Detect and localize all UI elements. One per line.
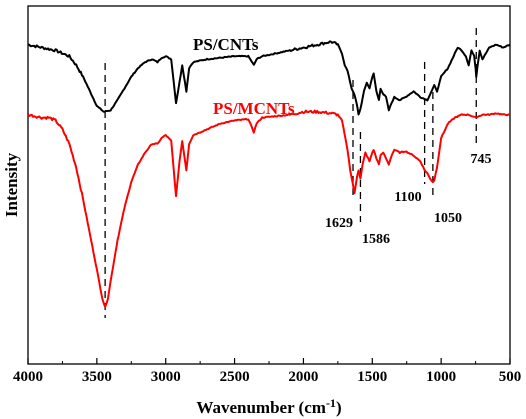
series-line-ps-cnts	[28, 40, 510, 116]
peak-label: 1100	[394, 190, 421, 205]
x-axis-title: Wavenumber (cm-1)	[196, 396, 341, 417]
peak-label: 1050	[434, 211, 462, 226]
x-axis-title-main: Wavenumber (cm	[196, 398, 326, 417]
x-tick-label: 1000	[426, 369, 456, 385]
x-tick-label: 2000	[288, 369, 318, 385]
plot-frame	[27, 5, 511, 365]
series-label: PS/MCNTs	[213, 99, 295, 118]
x-axis: 4000 3500 3000 2500 2000 1500 1000 500	[13, 358, 521, 385]
x-tick-label: 1500	[357, 369, 387, 385]
peak-label: 1586	[362, 232, 390, 247]
peak-label: 745	[471, 152, 492, 167]
x-axis-title-close: )	[336, 398, 342, 417]
series-line-ps-mcnts	[28, 109, 510, 308]
x-tick-label: 3000	[151, 369, 181, 385]
series-label: PS/CNTs	[193, 35, 259, 54]
x-tick-label: 4000	[13, 369, 43, 385]
x-axis-title-sup: -1	[326, 396, 336, 410]
series-lines	[28, 40, 510, 308]
x-tick-label: 500	[499, 369, 522, 385]
x-tick-label: 3500	[82, 369, 112, 385]
y-axis-title: Intensity	[2, 152, 21, 217]
peak-label: 1629	[325, 216, 353, 231]
annotations: PS/CNTs PS/MCNTs 1629 1586 1100 1050 745	[193, 35, 492, 247]
peak-markers	[104, 28, 477, 318]
x-tick-label: 2500	[220, 369, 250, 385]
